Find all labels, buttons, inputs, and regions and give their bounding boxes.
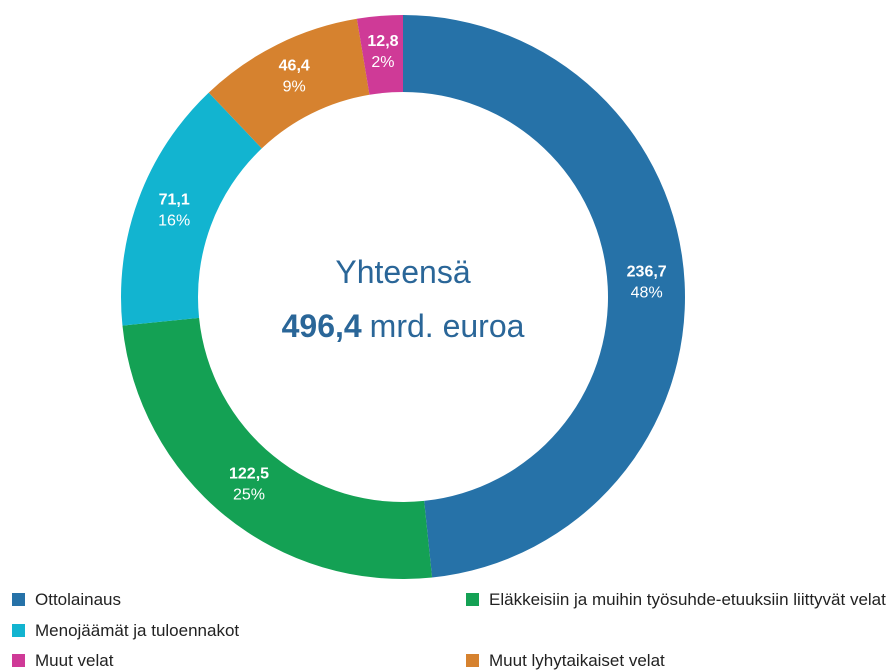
legend-swatch (12, 654, 25, 667)
legend-item: Muut velat (12, 650, 113, 672)
legend-swatch (466, 654, 479, 667)
legend-item: Muut lyhytaikaiset velat (466, 650, 886, 672)
legend-swatch (466, 593, 479, 606)
legend-label: Menojäämät ja tuloennakot (35, 621, 240, 640)
legend-swatch (12, 593, 25, 606)
center-total: 496,4 (282, 308, 362, 344)
legend-item: Ottolainaus (12, 589, 121, 611)
legend-swatch (12, 624, 25, 637)
legend-item: Eläkkeisiin ja muihin työsuhde-etuuksiin… (466, 589, 886, 611)
percent-label: 9% (283, 79, 306, 96)
center-title: Yhteensä (335, 254, 470, 290)
donut-slice (403, 15, 685, 578)
donut-slice (121, 92, 262, 326)
donut-slice (208, 18, 370, 149)
legend-item: Menojäämät ja tuloennakot (12, 620, 239, 642)
legend-label: Muut lyhytaikaiset velat (489, 651, 665, 670)
percent-label: 2% (371, 54, 394, 71)
legend-label: Eläkkeisiin ja muihin työsuhde-etuuksiin… (489, 590, 886, 609)
value-label: 46,4 (279, 58, 310, 75)
donut-slice (122, 317, 433, 579)
value-label: 122,5 (229, 465, 269, 482)
value-label: 236,7 (627, 263, 667, 280)
legend-label: Ottolainaus (35, 590, 121, 609)
value-label: 71,1 (159, 191, 190, 208)
value-label: 12,8 (367, 33, 398, 50)
percent-label: 48% (631, 284, 663, 301)
center-total-line: 496,4 mrd. euroa (282, 308, 525, 344)
donut-slice (356, 15, 403, 95)
percent-label: 25% (233, 486, 265, 503)
percent-label: 16% (158, 212, 190, 229)
center-unit: mrd. euroa (370, 308, 525, 344)
legend-label: Muut velat (35, 651, 114, 670)
